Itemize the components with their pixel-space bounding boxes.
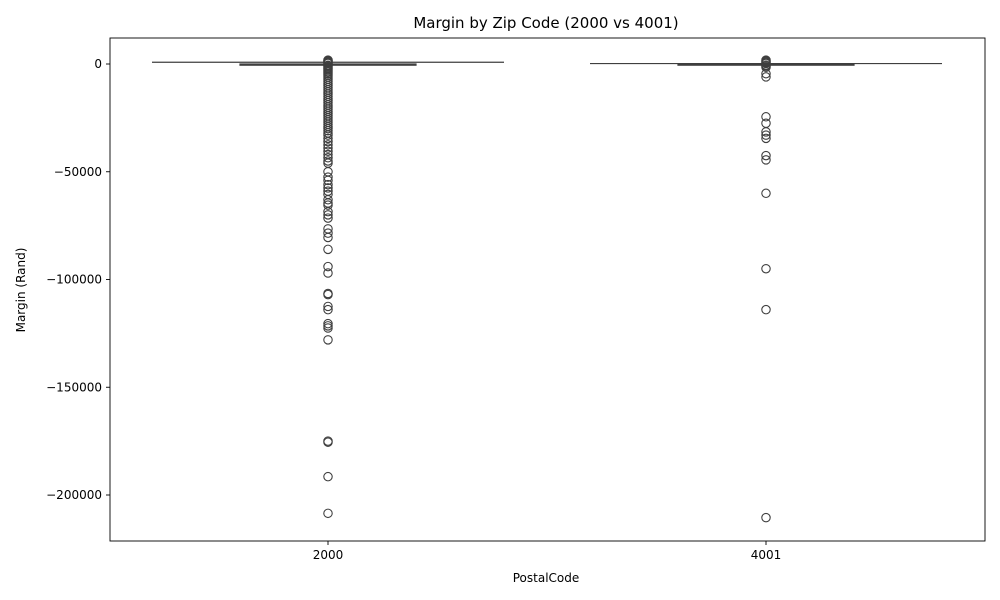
outlier-point (323, 471, 333, 482)
outlier-point (323, 130, 333, 140)
y-axis: 0 −50000 −100000 −150000 −200000 (46, 57, 110, 502)
box-2000 (152, 55, 504, 519)
outlier-point (323, 210, 333, 220)
box-series (152, 55, 942, 523)
outlier-point (761, 62, 771, 72)
outlier-point (323, 304, 333, 315)
y-tick-label: 0 (94, 57, 102, 71)
outlier-point (761, 188, 771, 199)
box-4001 (590, 55, 942, 523)
outlier-point (323, 172, 333, 182)
outlier-point (323, 195, 333, 205)
outlier-point (761, 68, 771, 79)
outlier-point (323, 175, 333, 186)
x-axis-label: PostalCode (513, 571, 580, 585)
outlier-point (323, 213, 333, 223)
chart-title: Margin by Zip Code (2000 vs 4001) (413, 14, 678, 32)
outlier-point (761, 263, 771, 274)
outlier-point (323, 437, 333, 447)
outlier-point (323, 323, 333, 333)
x-axis: 2000 4001 (313, 541, 782, 562)
outlier-point (323, 143, 333, 153)
x-tick-label: 4001 (751, 548, 782, 562)
outlier-point (323, 183, 333, 193)
outlier-point (323, 140, 333, 150)
outlier-point (323, 146, 333, 157)
outlier-point (761, 118, 771, 129)
outlier-point (761, 155, 771, 165)
outlier-point (323, 206, 333, 217)
outlier-point (761, 130, 771, 140)
outlier-point (323, 508, 333, 519)
y-tick-label: −200000 (46, 488, 102, 502)
outlier-point (323, 321, 333, 331)
outlier-point (761, 133, 771, 144)
y-tick-label: −100000 (46, 273, 102, 287)
y-tick-label: −50000 (54, 165, 102, 179)
outlier-point (323, 152, 333, 163)
outlier-point (761, 512, 771, 523)
y-axis-label: Margin (Rand) (14, 248, 28, 333)
outlier-point (323, 200, 333, 210)
outlier-point (323, 261, 333, 272)
outlier-point (323, 158, 333, 168)
outlier-point (323, 136, 333, 147)
outlier-point (761, 150, 771, 161)
x-tick-label: 2000 (313, 548, 344, 562)
outlier-point (761, 304, 771, 315)
outlier-point (761, 112, 771, 122)
outlier-point (323, 268, 333, 278)
outlier-point (323, 232, 333, 243)
plot-area-frame (109, 37, 986, 542)
outlier-point (323, 244, 333, 255)
outlier-point (323, 228, 333, 238)
outlier-point (323, 179, 333, 190)
y-tick-label: −150000 (46, 380, 102, 394)
outlier-point (323, 301, 333, 312)
outlier-point (323, 133, 333, 144)
outlier-point (323, 335, 333, 345)
outlier-point (323, 289, 333, 300)
outlier-point (761, 72, 771, 82)
outlier-point (761, 127, 771, 137)
